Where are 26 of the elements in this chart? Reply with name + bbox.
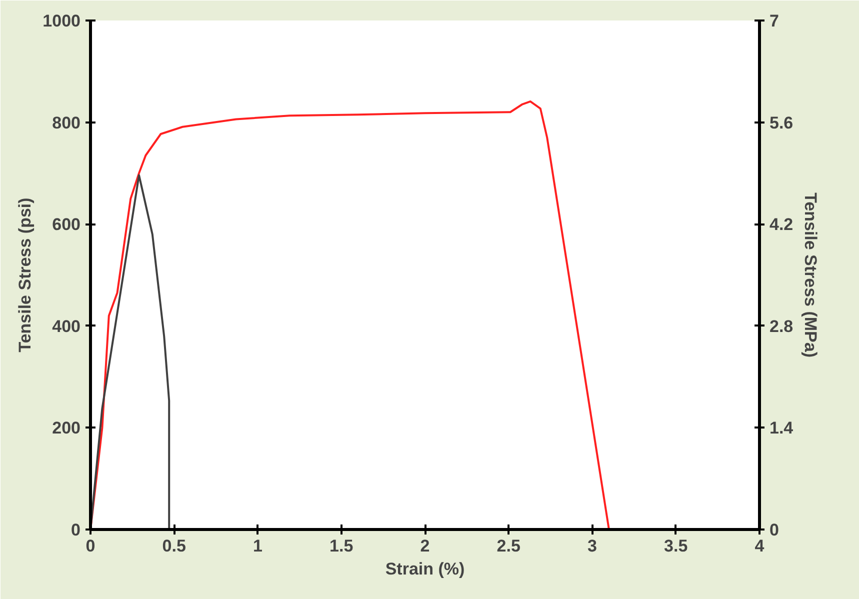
y-tick-label: 600 xyxy=(52,215,81,234)
y2-tick-label: 2.8 xyxy=(770,316,794,336)
y-tick-label: 800 xyxy=(52,113,81,132)
x-tick-label: 1.5 xyxy=(330,536,354,556)
x-tick-label: 3 xyxy=(588,536,597,556)
y2-tick-label: 7 xyxy=(770,12,779,30)
y-tick-label: 200 xyxy=(52,418,81,438)
y2-tick-label: 4.2 xyxy=(770,215,794,234)
y2-axis-title: Tensile Stress (MPa) xyxy=(801,192,820,358)
x-axis-title: Strain (%) xyxy=(385,560,465,578)
line-series xyxy=(90,174,170,530)
x-tick-label: 2 xyxy=(420,536,430,556)
x-tick-label: 2.5 xyxy=(496,536,520,556)
x-tick-label: 4 xyxy=(754,536,765,556)
y2-tick-label: 0 xyxy=(770,520,779,540)
y2-tick-label: 1.4 xyxy=(770,418,794,438)
y-tick-label: 0 xyxy=(71,520,81,540)
y2-tick-label: 5.6 xyxy=(770,113,794,132)
x-tick-label: 0 xyxy=(86,536,96,556)
x-tick-label: 1 xyxy=(253,536,262,556)
y-axis-title: Tensile Stress (psi) xyxy=(16,198,35,352)
x-tick-label: 3.5 xyxy=(664,536,688,556)
y-tick-label: 400 xyxy=(52,316,81,336)
x-tick-label: 0.5 xyxy=(162,536,186,556)
line-series xyxy=(90,100,610,530)
y-tick-label: 1000 xyxy=(42,12,81,30)
